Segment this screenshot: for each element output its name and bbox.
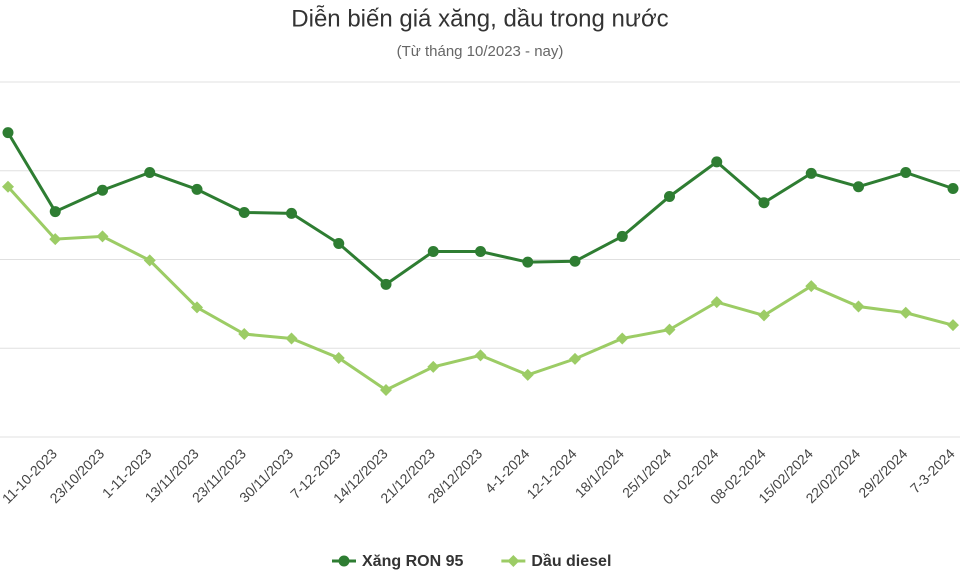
legend-item: Xăng RON 95 [332, 553, 463, 570]
data-point [947, 183, 959, 194]
data-point [144, 167, 156, 179]
legend-label: Dầu diesel [531, 553, 611, 570]
data-point [900, 167, 912, 179]
data-point [853, 181, 864, 193]
data-point [285, 332, 298, 345]
data-point [711, 156, 723, 168]
data-point [521, 368, 534, 381]
data-point [758, 197, 770, 209]
chart-subtitle: (Từ tháng 10/2023 - nay) [397, 43, 564, 60]
data-point [191, 301, 203, 314]
data-point [238, 206, 250, 218]
legend-label: Xăng RON 95 [362, 553, 463, 570]
data-point [758, 309, 770, 322]
data-point [191, 183, 203, 195]
data-point [427, 246, 439, 258]
data-point [852, 300, 865, 313]
data-point [238, 328, 251, 341]
data-point [49, 206, 61, 218]
legend-marker [507, 555, 520, 567]
data-point [96, 230, 109, 243]
data-point [899, 306, 912, 319]
x-tick-label: 7-3-2024 [907, 445, 958, 496]
data-point [947, 319, 959, 332]
data-point [664, 190, 675, 202]
data-point [616, 332, 629, 345]
data-point [805, 280, 818, 293]
data-point [332, 352, 345, 365]
data-point [49, 233, 62, 246]
data-point [143, 254, 156, 267]
data-point [569, 352, 581, 365]
data-point [710, 296, 723, 309]
data-point [333, 238, 345, 250]
data-point [475, 246, 486, 258]
legend-item: Dầu diesel [501, 553, 611, 570]
data-point [663, 323, 676, 336]
data-point [569, 255, 581, 267]
data-point [380, 383, 392, 396]
data-point [427, 360, 440, 373]
data-point [474, 349, 487, 362]
data-point [2, 127, 14, 139]
data-point [380, 278, 392, 290]
data-point [97, 184, 108, 196]
data-point [616, 230, 628, 242]
data-point [2, 180, 14, 193]
x-tick-label: 29/2/2024 [855, 445, 911, 501]
legend-marker [338, 555, 350, 567]
x-tick-label: 12-1-2024 [523, 445, 580, 502]
data-point [805, 167, 817, 179]
chart-title: Diễn biến giá xăng, dầu trong nước [291, 5, 668, 32]
data-point [286, 207, 297, 219]
x-tick-label: 18/1/2024 [572, 445, 628, 501]
data-point [522, 256, 534, 268]
